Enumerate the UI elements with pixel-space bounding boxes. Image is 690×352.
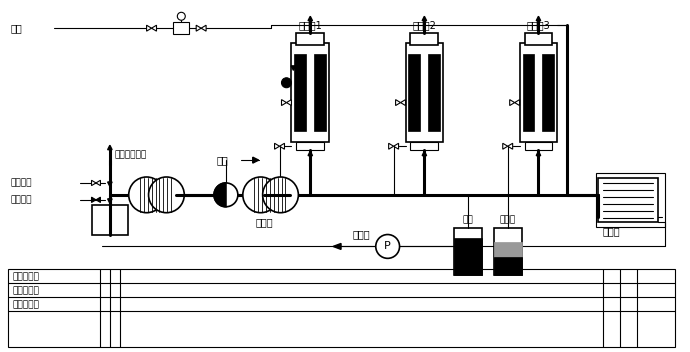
Polygon shape: [291, 66, 295, 70]
Text: 储槽: 储槽: [463, 215, 473, 224]
Text: P: P: [384, 241, 391, 251]
Bar: [297, 33, 324, 45]
Bar: [295, 54, 306, 131]
Text: 蒸汽: 蒸汽: [10, 23, 22, 33]
Text: 冷却水上水: 冷却水上水: [12, 287, 39, 296]
Polygon shape: [108, 182, 112, 187]
Text: 吸附器3: 吸附器3: [526, 20, 551, 30]
Polygon shape: [282, 100, 286, 106]
Polygon shape: [152, 25, 157, 31]
Polygon shape: [422, 16, 426, 21]
Bar: [92, 205, 128, 234]
Circle shape: [148, 177, 184, 213]
Bar: [454, 228, 482, 275]
Bar: [596, 173, 665, 227]
Text: 排液泵: 排液泵: [353, 230, 371, 239]
Text: 事故尾气排放: 事故尾气排放: [115, 151, 147, 160]
Bar: [428, 54, 440, 131]
Polygon shape: [275, 143, 279, 149]
Bar: [524, 33, 553, 45]
Bar: [314, 54, 326, 131]
Bar: [524, 142, 553, 150]
Polygon shape: [510, 100, 515, 106]
Polygon shape: [201, 25, 206, 31]
Circle shape: [282, 78, 291, 88]
Circle shape: [214, 183, 238, 207]
Bar: [173, 22, 189, 34]
Bar: [406, 43, 443, 142]
Polygon shape: [401, 100, 406, 106]
Wedge shape: [214, 183, 226, 207]
Text: 冷却器: 冷却器: [256, 218, 273, 228]
Polygon shape: [515, 100, 520, 106]
Polygon shape: [388, 143, 393, 149]
Text: 吸附器2: 吸附器2: [413, 20, 436, 30]
Bar: [8, 269, 676, 347]
Bar: [454, 238, 482, 275]
Polygon shape: [286, 100, 291, 106]
Bar: [494, 228, 522, 275]
Text: 空气: 空气: [216, 155, 228, 165]
Polygon shape: [96, 197, 101, 202]
Polygon shape: [536, 16, 541, 21]
Bar: [494, 243, 522, 257]
Polygon shape: [333, 244, 341, 250]
Bar: [522, 54, 535, 131]
Bar: [542, 54, 554, 131]
Bar: [411, 142, 438, 150]
Polygon shape: [146, 25, 152, 31]
Text: 低温尾气: 低温尾气: [10, 195, 32, 204]
Circle shape: [177, 12, 186, 20]
Text: 溶剂回收液: 溶剂回收液: [12, 273, 39, 282]
Polygon shape: [96, 180, 101, 186]
Bar: [297, 142, 324, 150]
Circle shape: [263, 177, 298, 213]
Text: 分层槽: 分层槽: [500, 215, 515, 224]
Circle shape: [243, 177, 279, 213]
Polygon shape: [503, 143, 508, 149]
Polygon shape: [422, 151, 426, 156]
Polygon shape: [393, 143, 399, 149]
Polygon shape: [92, 180, 96, 186]
Text: 冷凝器: 冷凝器: [603, 227, 620, 237]
Polygon shape: [253, 157, 259, 163]
Bar: [520, 43, 558, 142]
Polygon shape: [196, 25, 201, 31]
Circle shape: [129, 177, 164, 213]
Polygon shape: [279, 143, 284, 149]
Polygon shape: [92, 197, 96, 202]
Bar: [411, 33, 438, 45]
Polygon shape: [508, 143, 513, 149]
Text: 吸附器1: 吸附器1: [298, 20, 322, 30]
Polygon shape: [536, 151, 541, 156]
Bar: [598, 178, 658, 222]
Polygon shape: [308, 151, 313, 156]
Polygon shape: [108, 145, 112, 150]
Polygon shape: [395, 100, 401, 106]
Bar: [408, 54, 420, 131]
Polygon shape: [108, 199, 112, 203]
Polygon shape: [308, 16, 313, 21]
Circle shape: [376, 234, 400, 258]
Bar: [291, 43, 329, 142]
Text: 高温尾气: 高温尾气: [10, 178, 32, 188]
Bar: [494, 257, 522, 275]
Text: 冷却水回水: 冷却水回水: [12, 301, 39, 309]
